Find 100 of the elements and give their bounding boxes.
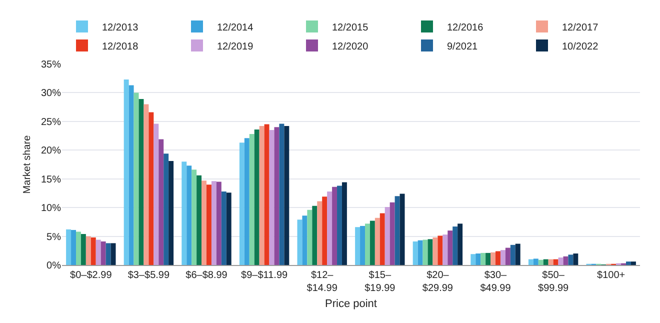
- bar: [138, 99, 144, 265]
- bar: [548, 259, 554, 265]
- bar: [553, 259, 558, 265]
- bar: [128, 85, 134, 265]
- bar: [432, 237, 438, 265]
- bar: [202, 180, 206, 265]
- bar: [269, 130, 274, 265]
- bar: [400, 194, 405, 265]
- x-axis-title: Price point: [325, 298, 377, 310]
- bar: [254, 129, 260, 265]
- bar: [568, 254, 574, 265]
- x-tick-label: $20–$29.99: [422, 270, 454, 294]
- bar: [528, 259, 534, 265]
- bar: [418, 240, 423, 265]
- legend-label: 12/2016: [447, 22, 484, 34]
- bar: [448, 230, 453, 265]
- bar: [355, 227, 360, 265]
- y-tick-label: 20%: [40, 146, 62, 157]
- bar: [317, 201, 322, 265]
- legend-label: 12/2013: [102, 22, 139, 34]
- bar: [216, 182, 222, 265]
- legend-label: 12/2018: [102, 41, 139, 52]
- bar: [626, 262, 631, 265]
- y-axis-title: Market share: [22, 134, 33, 194]
- y-tick-label: 5%: [46, 232, 62, 243]
- bar: [279, 124, 284, 265]
- bar: [154, 124, 159, 265]
- bar: [500, 250, 506, 265]
- bar: [538, 260, 544, 265]
- x-tick-label: $30–$49.99: [480, 270, 512, 294]
- bar: [558, 258, 564, 265]
- bar: [394, 196, 400, 265]
- y-tick-label: 25%: [40, 116, 62, 128]
- bar: [480, 252, 486, 265]
- x-tick-label: $0–$2.99: [70, 270, 112, 281]
- bar: [390, 202, 395, 265]
- bar: [374, 218, 380, 265]
- bar: [370, 220, 375, 265]
- bar: [168, 161, 174, 265]
- bar: [86, 236, 91, 265]
- legend-label: 12/2015: [332, 22, 369, 34]
- bar: [106, 243, 111, 265]
- bar: [182, 162, 187, 265]
- bar: [573, 254, 578, 265]
- y-tick-label: 0%: [46, 260, 62, 272]
- bar: [442, 234, 448, 265]
- bar: [458, 224, 463, 265]
- bar: [563, 256, 568, 265]
- bar: [312, 206, 318, 265]
- legend-label: 10/2022: [562, 41, 599, 52]
- bar: [297, 220, 302, 265]
- x-tick-label: $3–$5.99: [128, 270, 170, 281]
- legend-label: 12/2014: [217, 22, 254, 34]
- bar: [360, 226, 365, 265]
- bar: [342, 182, 347, 265]
- bar: [274, 127, 280, 265]
- bar: [380, 213, 385, 265]
- legend-label: 12/2019: [217, 41, 254, 52]
- bar: [206, 184, 212, 265]
- bar: [438, 236, 443, 265]
- bar: [384, 207, 390, 265]
- bar: [164, 154, 169, 265]
- bar: [630, 262, 636, 265]
- bar: [486, 252, 491, 265]
- bar: [76, 232, 81, 265]
- bar: [110, 243, 116, 265]
- bar: [515, 244, 520, 265]
- x-tick-label: $6–$8.99: [186, 270, 228, 281]
- bar: [80, 234, 86, 265]
- bar: [322, 196, 328, 265]
- bar: [71, 230, 76, 265]
- bar: [192, 170, 197, 265]
- y-tick-label: 35%: [40, 60, 62, 70]
- bar: [505, 248, 510, 265]
- bar: [510, 244, 516, 265]
- x-tick-label: $50–$99.99: [538, 270, 570, 294]
- bar: [533, 258, 538, 265]
- bar: [211, 181, 216, 265]
- bar: [226, 192, 232, 265]
- bar: [196, 175, 202, 265]
- bar: [244, 138, 250, 265]
- bar: [148, 112, 154, 265]
- legend-label: 12/2020: [332, 41, 369, 52]
- bar: [364, 224, 370, 265]
- bar: [90, 237, 96, 265]
- x-tick-label: $15–$19.99: [364, 270, 396, 294]
- y-tick-label: 30%: [40, 88, 62, 100]
- bar: [134, 92, 139, 265]
- bar: [422, 240, 428, 265]
- bar: [144, 104, 149, 265]
- x-tick-label: $100+: [597, 270, 626, 281]
- bar: [302, 216, 308, 265]
- bar: [259, 126, 264, 265]
- bar: [452, 226, 458, 265]
- bar: [476, 254, 481, 265]
- bar: [221, 191, 226, 265]
- bar: [543, 259, 548, 265]
- y-tick-label: 15%: [40, 174, 62, 186]
- legend-label: 9/2021: [447, 41, 478, 52]
- bar: [307, 210, 312, 265]
